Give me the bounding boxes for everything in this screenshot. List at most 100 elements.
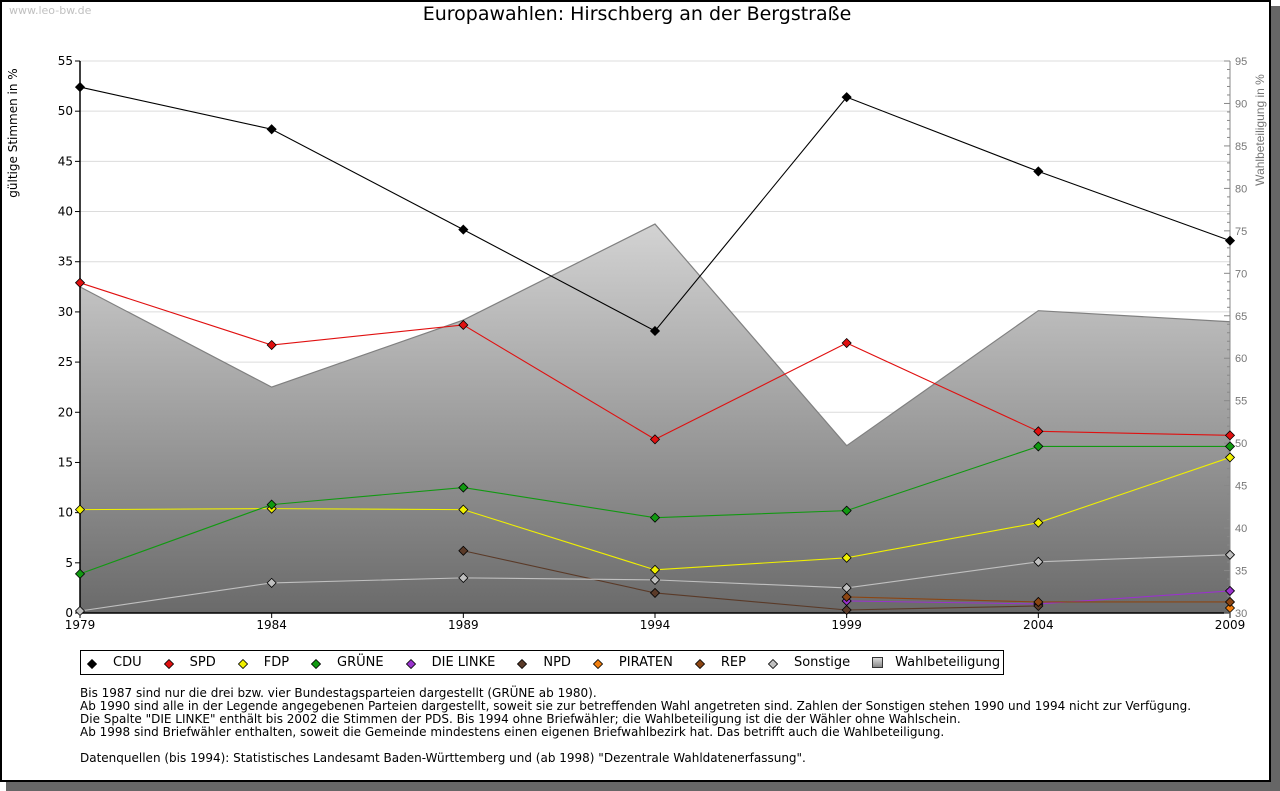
legend-item: SPD xyxy=(163,655,216,670)
data-point-rep xyxy=(1224,596,1236,608)
x-tick-label: 1999 xyxy=(831,618,862,632)
chart-title: Europawahlen: Hirschberg an der Bergstra… xyxy=(422,3,852,25)
data-point-spd xyxy=(1033,426,1044,437)
source-note: Datenquellen (bis 1994): Statistisches L… xyxy=(80,751,806,765)
y-tick-label: 5 xyxy=(65,556,73,570)
data-point-cdu xyxy=(649,325,661,337)
legend-label: CDU xyxy=(113,655,142,670)
data-point-sonstige xyxy=(1224,549,1236,560)
legend-label: SPD xyxy=(189,655,216,670)
data-point-gr-ne xyxy=(266,499,277,510)
legend-diamond-icon xyxy=(237,658,248,669)
legend-item: Sonstige xyxy=(767,655,851,670)
x-tick-label: 2004 xyxy=(1023,618,1054,632)
data-point-sonstige xyxy=(649,574,661,585)
data-point-gr-ne xyxy=(1224,441,1236,452)
legend-diamond-icon xyxy=(694,658,705,669)
y-axis-label: gültige Stimmen in % xyxy=(6,68,20,197)
data-point-gr-ne xyxy=(649,512,661,523)
data-point-sonstige xyxy=(74,605,86,617)
y2-tick-label: 45 xyxy=(1235,481,1247,493)
data-point-die-linke xyxy=(1224,585,1236,596)
note-line: Die Spalte "DIE LINKE" enthält bis 2002 … xyxy=(80,712,961,726)
legend-item: GRÜNE xyxy=(310,655,384,670)
data-point-gr-ne xyxy=(458,482,469,493)
data-point-npd xyxy=(458,545,469,556)
legend-item: PIRATEN xyxy=(592,655,673,670)
y2-tick-label: 95 xyxy=(1235,56,1247,68)
legend-diamond-icon xyxy=(163,658,174,669)
legend-label: PIRATEN xyxy=(618,655,673,670)
data-point-sonstige xyxy=(1033,556,1044,567)
data-point-gr-ne xyxy=(74,568,86,579)
y-tick-label: 50 xyxy=(58,104,73,118)
data-point-sonstige xyxy=(841,582,852,593)
legend-square-icon xyxy=(872,657,884,668)
legend-diamond-icon xyxy=(517,658,528,669)
legend: CDU SPD FDP GRÜNE DIE LINKE NPD PIRATEN REP Sons… xyxy=(80,650,1005,675)
data-point-cdu xyxy=(1224,235,1236,246)
data-point-cdu xyxy=(266,124,277,135)
y2-tick-label: 90 xyxy=(1235,98,1247,110)
legend-item: CDU xyxy=(86,655,142,670)
watermark: www.leo-bw.de xyxy=(9,4,92,17)
legend-label: REP xyxy=(720,655,746,670)
y2-tick-label: 70 xyxy=(1235,268,1247,280)
legend-label: FDP xyxy=(263,655,290,670)
data-point-fdp xyxy=(458,504,469,515)
turnout-area-fill xyxy=(80,224,1230,613)
y2-tick-label: 80 xyxy=(1235,183,1247,195)
axes: 0 5 10 15 20 25 30 35 40 45 50 55 1979 1984 1989 1994 19… xyxy=(58,54,1248,632)
y2-tick-label: 65 xyxy=(1235,311,1247,323)
footnotes: Bis 1987 sind nur die drei bzw. vier Bun… xyxy=(80,687,1191,765)
legend-diamond-icon xyxy=(310,658,322,669)
data-point-piraten xyxy=(1224,602,1236,614)
data-point-spd xyxy=(649,434,661,445)
note-line: Ab 1990 sind alle in der Legende angegeb… xyxy=(80,699,1192,713)
x-tick-label: 1989 xyxy=(448,618,479,632)
turnout-area xyxy=(79,223,1231,613)
data-point-spd xyxy=(74,277,86,288)
data-point-npd xyxy=(841,604,852,616)
y-tick-label: 20 xyxy=(58,405,73,419)
data-point-cdu xyxy=(841,92,852,103)
x-tick-label: 1984 xyxy=(256,618,287,632)
legend-label: GRÜNE xyxy=(337,655,384,670)
y-tick-label: 30 xyxy=(58,305,73,319)
data-point-rep xyxy=(1033,596,1044,608)
y-tick-label: 40 xyxy=(58,205,73,219)
y-tick-label: 35 xyxy=(58,255,73,269)
data-point-fdp xyxy=(841,552,852,563)
y-tick-label: 15 xyxy=(58,455,73,469)
frame-shadow-bottom xyxy=(6,782,1280,791)
data-point-fdp xyxy=(649,564,661,575)
data-point-sonstige xyxy=(458,572,469,583)
y2-tick-label: 30 xyxy=(1235,608,1247,620)
legend-item: REP xyxy=(694,655,746,670)
series-markers xyxy=(74,82,1236,617)
y2-tick-label: 75 xyxy=(1235,226,1247,238)
data-point-fdp xyxy=(1033,517,1044,528)
legend-label: Sonstige xyxy=(793,655,851,670)
data-point-fdp xyxy=(74,504,86,515)
legend-item: Wahlbeteiligung xyxy=(872,655,1000,670)
turnout-area-outline xyxy=(79,223,1231,447)
legend-item: FDP xyxy=(237,655,290,670)
data-point-spd xyxy=(1224,430,1236,441)
legend-label: Wahlbeteiligung xyxy=(895,655,1001,670)
y-tick-label: 10 xyxy=(58,506,73,520)
y2-tick-label: 85 xyxy=(1235,141,1247,153)
y2-tick-label: 35 xyxy=(1235,566,1247,578)
data-point-spd xyxy=(841,337,852,349)
legend-item: NPD xyxy=(517,655,571,670)
data-point-cdu xyxy=(1033,166,1044,177)
y2-tick-label: 50 xyxy=(1235,438,1247,450)
data-point-spd xyxy=(458,319,469,331)
data-point-gr-ne xyxy=(841,505,852,516)
x-tick-label: 1979 xyxy=(65,618,96,632)
note-line: Bis 1987 sind nur die drei bzw. vier Bun… xyxy=(80,686,597,700)
legend-diamond-icon xyxy=(592,658,603,669)
y2-tick-label: 40 xyxy=(1235,523,1247,535)
legend-diamond-icon xyxy=(767,658,779,669)
